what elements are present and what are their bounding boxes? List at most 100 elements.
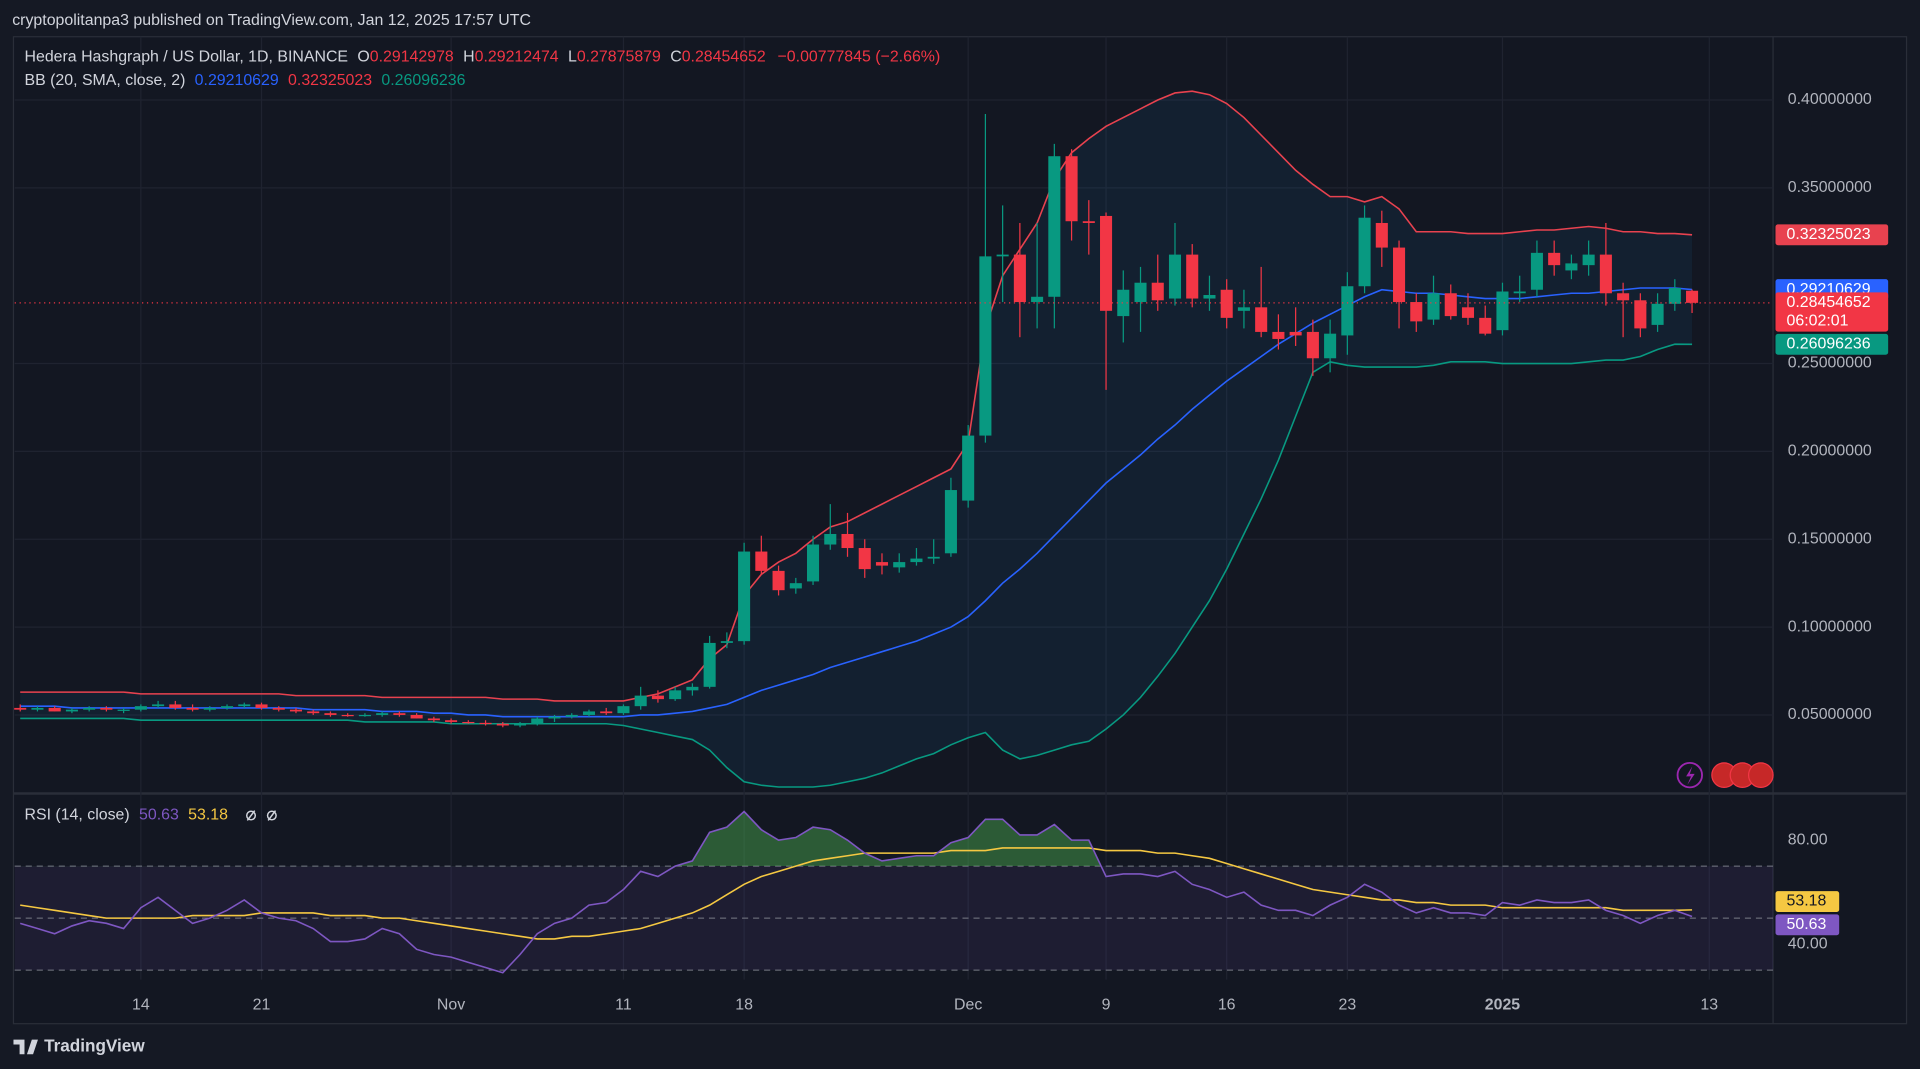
ohlc-key: H [463,49,474,66]
x-tick-label: 2025 [1485,997,1521,1014]
candle-body [1289,331,1302,336]
axes: 0.05000000 0.10000000 0.15000000 0.20000000… [14,91,1889,1014]
bb-upper-value: 0.32325023 [288,72,372,89]
candle-body [1203,295,1216,299]
rsi-band-fill [14,866,1774,971]
candle-body [789,583,802,589]
candle-body [514,723,527,726]
candle-body [686,686,699,691]
candle-body [1151,282,1164,301]
x-tick-label: Dec [954,997,982,1014]
candle-body [1479,317,1492,334]
candle-body [100,707,113,710]
candle-body [1582,254,1595,266]
candle-body [324,713,337,715]
candle-body [307,711,320,714]
rsi-badge-bg [1775,914,1840,936]
bb-fill [20,91,1693,787]
candle-body [531,718,544,724]
candle-body [1461,307,1475,318]
ohlc-value: 0.29142978 [370,49,454,66]
candle-body [1324,333,1337,359]
event-icons [1676,761,1774,789]
candle-body [944,490,957,554]
candle-body [1065,156,1078,222]
candle-body [393,713,406,715]
candle-body [462,721,475,724]
y-tick-label: 0.10000000 [1788,618,1872,635]
x-tick-label: 16 [1218,997,1236,1014]
ohlc-value: 0.29212474 [475,49,559,66]
candle-body [1168,254,1182,299]
candle-body [720,641,733,643]
rsi-ma-badge: 53.18 [1787,893,1827,910]
candle-body [634,695,647,707]
bb-lower-badge: 0.26096236 [1787,335,1871,352]
candle-body [1358,217,1371,287]
candle-body [427,718,440,721]
rsi-badge: 50.63 [1787,916,1827,933]
candle-body [772,570,785,591]
candle-body [1341,286,1354,336]
brand-logo: TradingView [13,1035,145,1055]
candle-body [1082,221,1095,223]
candle-body [186,707,199,710]
candle-body [1393,247,1406,303]
candle-body [1617,293,1630,301]
rsi-icons [246,810,277,821]
x-tick-label: 21 [253,997,271,1014]
rsi-pane [14,810,1774,974]
rsi-ma-line [20,847,1693,940]
symbol-legend: Hedera Hashgraph / US Dollar, 1D, BINANC… [24,49,940,66]
candle-body [1410,302,1423,322]
candle-body [31,707,44,710]
candle-body [1548,252,1561,266]
price-badge-bg [1775,292,1889,332]
chart-frame [12,36,1908,1025]
candle-body [1255,307,1268,332]
bb-upper-badge-bg [1775,224,1889,246]
candle-body [669,690,682,700]
candle-body [341,714,354,717]
candle-body [479,722,492,725]
candle-body [1100,215,1113,311]
candle-body [1375,222,1388,248]
bb-lower [20,343,1693,788]
y-tick-label: 0.35000000 [1788,179,1872,196]
candle-body [807,544,820,582]
candle-body [117,709,130,711]
candle-body [410,714,423,719]
rsi-line [19,810,1693,974]
symbol: Hedera Hashgraph / US Dollar, 1D, BINANC… [24,49,348,66]
rsi-tick-label: 80.00 [1788,831,1828,848]
bb-lower-badge-bg [1775,333,1889,355]
candle-body [376,713,389,715]
candle-body [83,707,96,710]
candle-body [289,709,303,712]
y-tick-label: 0.40000000 [1788,91,1872,108]
bb-upper [20,90,1693,702]
candle-body [703,642,716,687]
candle-body [1565,263,1578,271]
bb-title: BB (20, SMA, close, 2) [24,72,185,89]
candle-body [1134,282,1147,303]
candle-body [962,435,975,501]
candles [14,114,1699,728]
candle-body [875,562,889,566]
bb-lower-value: 0.26096236 [381,72,465,89]
candle-body [1272,331,1285,339]
candle-body [910,558,923,563]
candle-body [1427,293,1440,320]
candle-body [858,548,871,570]
candle-body [255,704,268,708]
candle-body [1237,307,1250,311]
brand: TradingView [44,1035,145,1055]
candle-body [1599,254,1612,294]
bb-basis-value: 0.29210629 [195,72,279,89]
y-tick-label: 0.05000000 [1788,706,1872,723]
y-tick-label: 0.20000000 [1788,443,1872,460]
candle-body [221,706,234,708]
candle-body [496,723,509,726]
ohlc-key: C [670,49,681,66]
